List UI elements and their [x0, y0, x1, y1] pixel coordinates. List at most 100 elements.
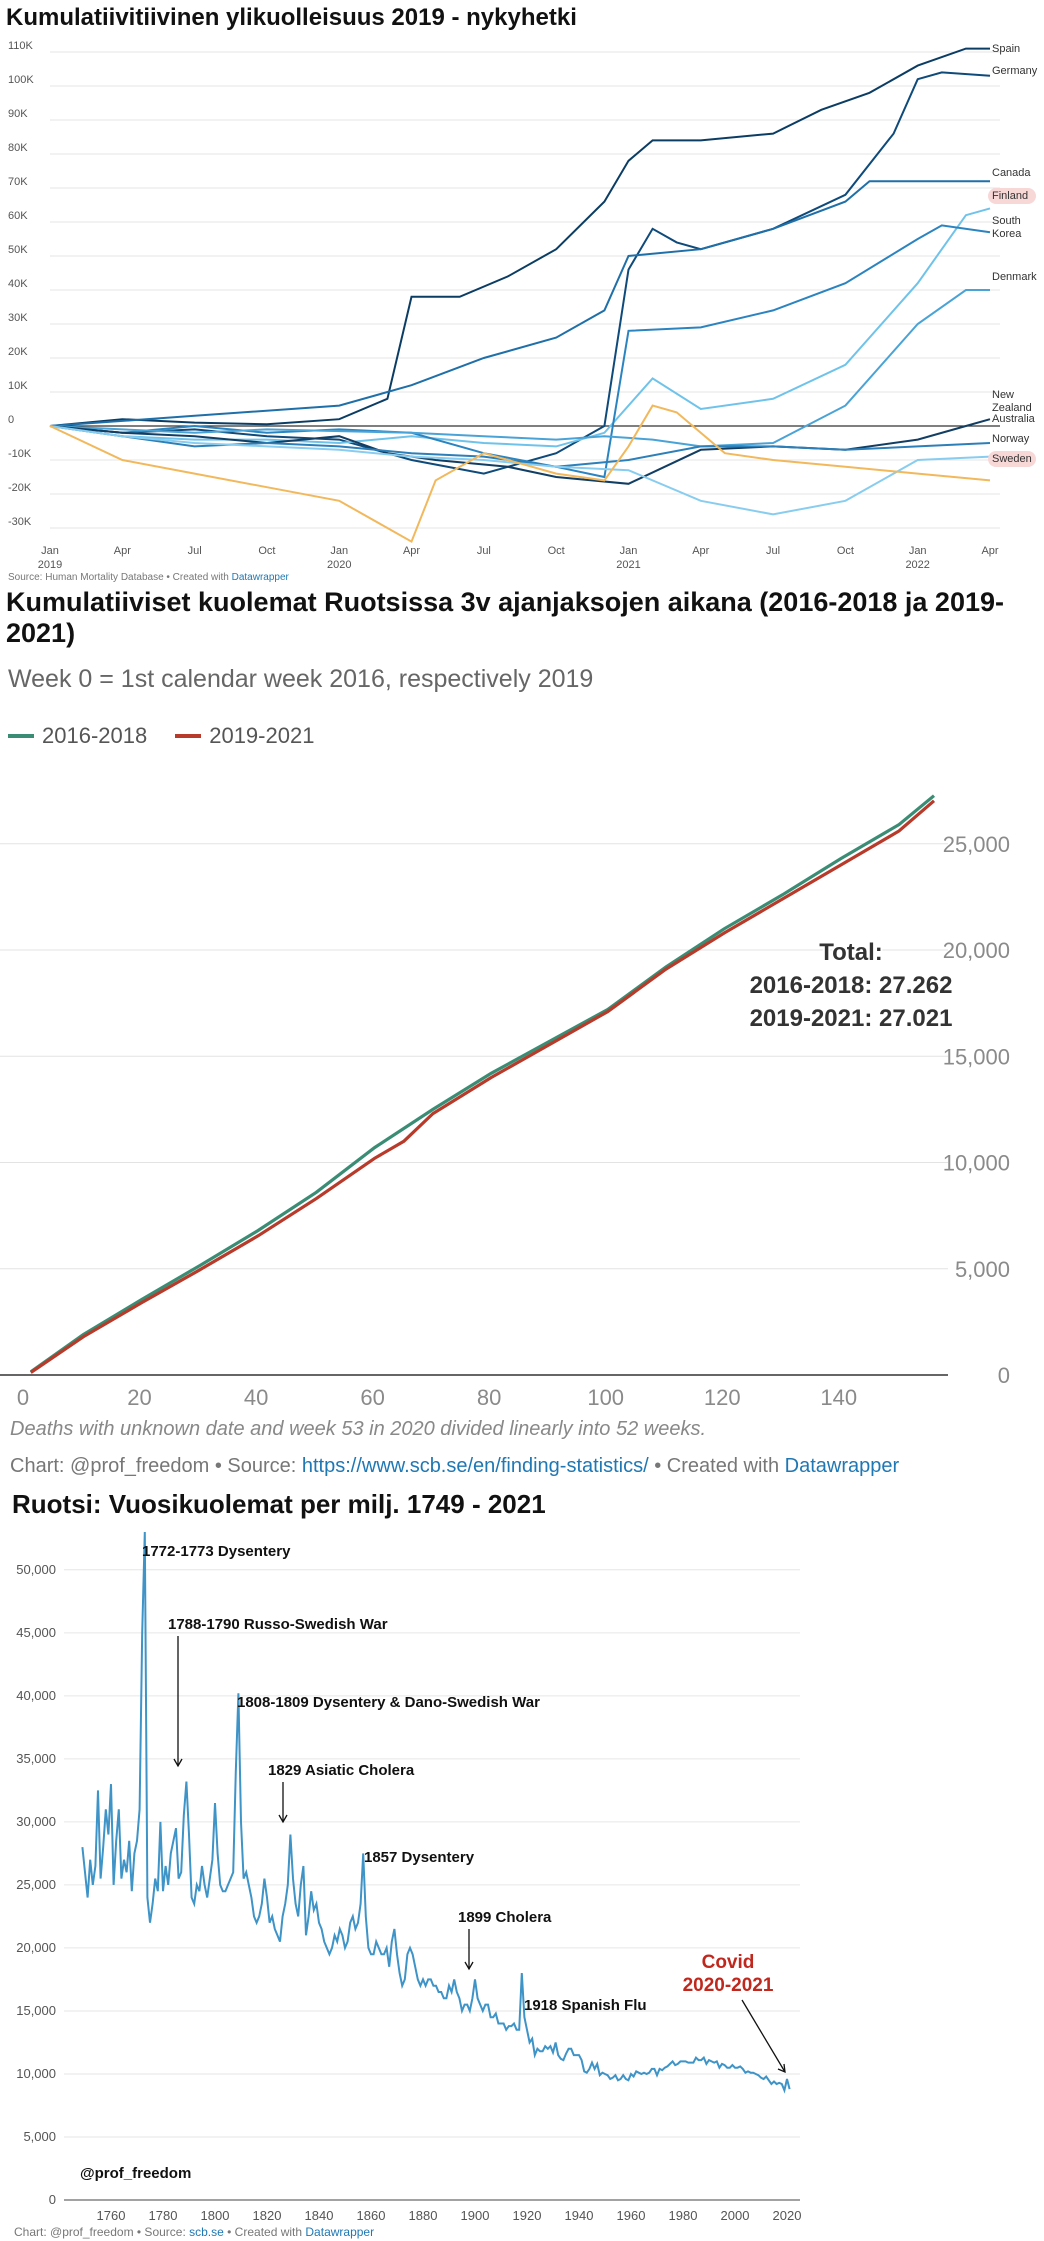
chart3-x-tick: 2000	[721, 2208, 750, 2223]
chart1-x-tick: Jul	[766, 545, 780, 557]
chart3-annotation-arrowhead	[464, 1961, 474, 1971]
chart1-series-label: Norway	[992, 433, 1030, 445]
chart1-y-tick: -30K	[8, 516, 32, 528]
chart1-x-tick: Oct	[258, 545, 275, 557]
chart1-series-label: Germany	[992, 65, 1038, 77]
chart3-y-tick: 45,000	[16, 1625, 56, 1640]
chart2-footnote: Deaths with unknown date and week 53 in …	[10, 1418, 706, 1440]
chart3-y-tick: 50,000	[16, 1562, 56, 1577]
chart2-x-tick: 120	[704, 1385, 741, 1410]
chart2-legend-item: 2019-2021	[175, 723, 314, 749]
chart3-x-tick: 1980	[669, 2208, 698, 2223]
chart1-y-tick: 110K	[8, 40, 34, 52]
chart2-x-tick: 60	[360, 1385, 384, 1410]
chart2-x-tick: 20	[127, 1385, 151, 1410]
chart1-x-tick: Apr	[981, 545, 998, 557]
chart3-credit-text: Chart: @prof_freedom • Source:	[14, 2225, 190, 2239]
chart1-series-label: Denmark	[992, 271, 1037, 283]
chart1-x-tick-year: 2020	[327, 559, 351, 571]
chart2-y-tick: 15,000	[943, 1044, 1010, 1069]
chart2-x-tick: 100	[587, 1385, 624, 1410]
chart1-series-spain	[49, 47, 990, 427]
chart1-series-canada	[49, 180, 990, 427]
chart1-source-text: Source: Human Mortality Database • Creat…	[8, 572, 232, 583]
chart3-x-tick: 1920	[513, 2208, 542, 2223]
chart2-plot: 25,000 20,000 15,000 10,000 5,000 0 0 20 40 60 80 1…	[0, 794, 1010, 1410]
chart3-annotation-arrowhead	[278, 1814, 288, 1824]
chart1-y-tick: 80K	[8, 142, 28, 154]
chart1-series-label: Zealand	[992, 402, 1032, 414]
chart1-datawrapper-link[interactable]: Datawrapper	[231, 572, 289, 583]
chart1-series-label: New	[992, 389, 1014, 401]
chart3-x-tick: 1760	[97, 2208, 126, 2223]
chart3-x-tick: 1820	[253, 2208, 282, 2223]
chart1-series-south-korea	[49, 224, 991, 479]
chart1-y-tick: 90K	[8, 108, 28, 120]
chart3-watermark: @prof_freedom	[80, 2165, 192, 2182]
chart1-y-tick: -20K	[8, 482, 32, 494]
chart2-y-tick: 25,000	[943, 832, 1010, 857]
chart1-y-tick: 50K	[8, 244, 28, 256]
chart2-title: Kumulatiiviset kuolemat Ruotsissa 3v aja…	[6, 587, 1004, 649]
chart3-plot: 50,000 45,000 40,000 35,000 30,000 25,000 20,0…	[16, 1531, 801, 2223]
chart2-y-tick: 5,000	[955, 1257, 1010, 1282]
chart1-x-tick: Oct	[548, 545, 565, 557]
chart1-y-tick: 30K	[8, 312, 28, 324]
chart3-datawrapper-link[interactable]: Datawrapper	[305, 2225, 375, 2239]
chart3-x-tick: 1860	[357, 2208, 386, 2223]
chart1-x-tick: Apr	[692, 545, 709, 557]
chart3-credit: Chart: @prof_freedom • Source: scb.se • …	[14, 2225, 374, 2239]
chart3-source-link[interactable]: scb.se	[189, 2225, 224, 2239]
chart3-annotation-arrowhead	[173, 1758, 183, 1768]
chart1-x-tick: Jan	[620, 545, 638, 557]
chart1-y-tick: 100K	[8, 74, 34, 86]
chart1-x-tick-year: 2019	[38, 559, 62, 571]
chart1-source: Source: Human Mortality Database • Creat…	[8, 572, 289, 583]
chart2-legend-label: 2019-2021	[209, 723, 315, 748]
chart2-total-annotation: 2016-2018: 27.262	[750, 972, 953, 999]
chart2-credit: Chart: @prof_freedom • Source: https://w…	[10, 1455, 899, 1478]
chart3-annotation: 1918 Spanish Flu	[524, 1997, 647, 2014]
chart1-series-sweden	[49, 404, 991, 544]
chart2-x-tick: 80	[477, 1385, 501, 1410]
chart2-series-line	[29, 799, 936, 1374]
chart1-x-tick: Jan	[330, 545, 348, 557]
chart2-datawrapper-link[interactable]: Datawrapper	[784, 1455, 900, 1477]
chart3-annotation: 1772-1773 Dysentery	[142, 1543, 291, 1560]
chart1-y-tick: 70K	[8, 176, 28, 188]
chart2-legend-swatch	[8, 734, 34, 738]
chart2-credit-text: Chart: @prof_freedom • Source:	[10, 1455, 302, 1477]
chart1-x-tick: Oct	[837, 545, 854, 557]
chart3-credit-mid: • Created with	[223, 2225, 306, 2239]
chart3-x-tick: 1800	[201, 2208, 230, 2223]
chart3-title: Ruotsi: Vuosikuolemat per milj. 1749 - 2…	[12, 1489, 546, 1519]
chart2-y-tick: 0	[998, 1363, 1010, 1388]
chart3-x-tick: 1900	[461, 2208, 490, 2223]
chart1-y-tick: 0	[8, 414, 14, 426]
chart2-source-link[interactable]: https://www.scb.se/en/finding-statistics…	[301, 1455, 649, 1477]
chart1-title: Kumulatiivitiivinen ylikuolleisuus 2019 …	[6, 4, 577, 31]
chart2-x-tick: 40	[244, 1385, 268, 1410]
chart1-y-tick: 10K	[8, 380, 28, 392]
chart1-label-highlight	[988, 451, 1036, 467]
chart1-x-tick: Jan	[41, 545, 59, 557]
chart3-x-tick: 1880	[409, 2208, 438, 2223]
chart3-annotation: 1899 Cholera	[458, 1909, 552, 1926]
chart3-x-tick: 1840	[305, 2208, 334, 2223]
chart1-y-tick: -10K	[8, 448, 32, 460]
chart1-series-label: Sweden	[992, 453, 1032, 465]
chart3-x-tick: 1960	[617, 2208, 646, 2223]
chart1-series-new-zealand	[49, 418, 991, 485]
chart3-y-tick: 25,000	[16, 1877, 56, 1892]
chart1-x-tick: Jul	[188, 545, 202, 557]
chart2-subtitle: Week 0 = 1st calendar week 2016, respect…	[8, 665, 594, 693]
chart3-y-tick: 35,000	[16, 1751, 56, 1766]
chart3-annotation: 1808-1809 Dysentery & Dano-Swedish War	[237, 1694, 540, 1711]
chart3-x-tick: 1780	[149, 2208, 178, 2223]
chart3-y-tick: 40,000	[16, 1688, 56, 1703]
chart2-legend-item: 2016-2018	[8, 723, 147, 749]
chart3-y-tick: 15,000	[16, 2003, 56, 2018]
chart1-x-tick: Apr	[114, 545, 131, 557]
chart3-covid-arrow	[741, 1999, 786, 2073]
chart3-y-tick: 30,000	[16, 1814, 56, 1829]
